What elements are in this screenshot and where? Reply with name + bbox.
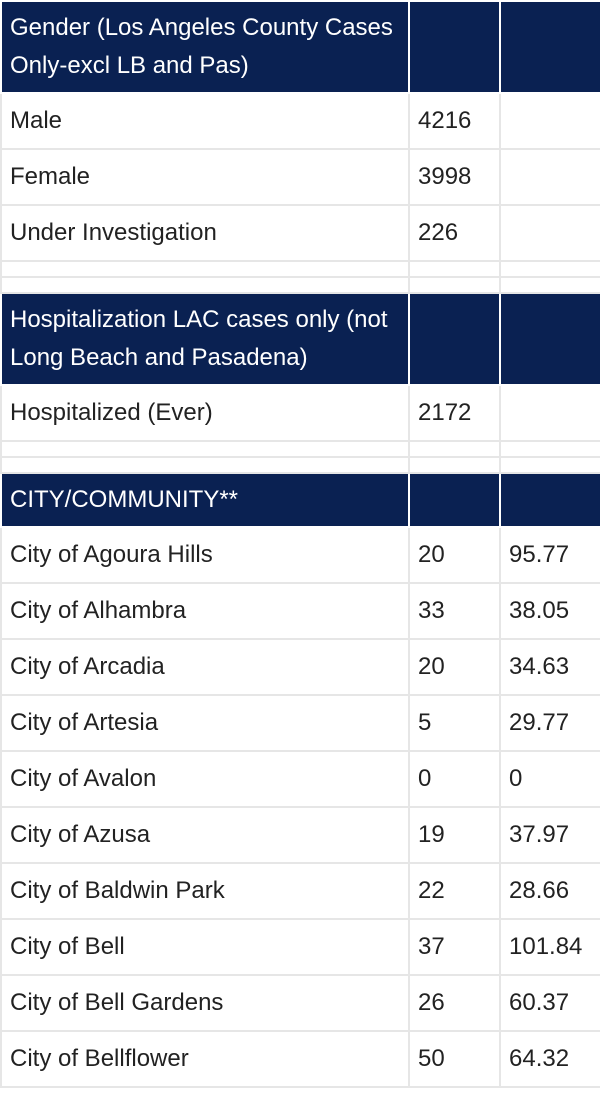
row-count: 20	[408, 526, 501, 584]
table-row: Female 3998	[0, 148, 600, 206]
table-row: City of Artesia 5 29.77	[0, 694, 600, 752]
header-empty-cell	[408, 292, 501, 386]
spacer-cell	[0, 260, 410, 278]
row-label: City of Artesia	[0, 694, 410, 752]
row-label: City of Alhambra	[0, 582, 410, 640]
header-empty-cell	[499, 0, 600, 94]
row-rate: 34.63	[499, 638, 600, 696]
row-rate	[499, 92, 600, 150]
section-title: Gender (Los Angeles County Cases Only-ex…	[0, 0, 410, 94]
row-rate: 37.97	[499, 806, 600, 864]
row-rate	[499, 384, 600, 442]
row-count: 33	[408, 582, 501, 640]
row-rate: 29.77	[499, 694, 600, 752]
spacer-cell	[408, 456, 501, 474]
table-row: City of Alhambra 33 38.05	[0, 582, 600, 640]
row-label: City of Bell	[0, 918, 410, 976]
section-header-hospitalization: Hospitalization LAC cases only (not Long…	[0, 292, 600, 386]
table-row: Hospitalized (Ever) 2172	[0, 384, 600, 442]
spacer-cell	[0, 456, 410, 474]
spacer-cell	[0, 440, 410, 458]
spacer-row	[0, 276, 600, 294]
row-label: Under Investigation	[0, 204, 410, 262]
row-count: 22	[408, 862, 501, 920]
row-count: 4216	[408, 92, 501, 150]
table-row: Male 4216	[0, 92, 600, 150]
row-label: City of Arcadia	[0, 638, 410, 696]
row-count: 19	[408, 806, 501, 864]
table-row: City of Avalon 0 0	[0, 750, 600, 808]
table-row: City of Arcadia 20 34.63	[0, 638, 600, 696]
row-rate: 60.37	[499, 974, 600, 1032]
row-count: 2172	[408, 384, 501, 442]
row-count: 3998	[408, 148, 501, 206]
table-row: City of Baldwin Park 22 28.66	[0, 862, 600, 920]
spacer-row	[0, 260, 600, 278]
section-header-gender: Gender (Los Angeles County Cases Only-ex…	[0, 0, 600, 94]
header-empty-cell	[408, 472, 501, 528]
row-label: City of Agoura Hills	[0, 526, 410, 584]
section-title: Hospitalization LAC cases only (not Long…	[0, 292, 410, 386]
spacer-cell	[0, 276, 410, 294]
row-count: 20	[408, 638, 501, 696]
spacer-row	[0, 440, 600, 458]
spacer-cell	[408, 440, 501, 458]
table-row: Under Investigation 226	[0, 204, 600, 262]
spacer-cell	[408, 260, 501, 278]
table-row: City of Azusa 19 37.97	[0, 806, 600, 864]
row-label: Female	[0, 148, 410, 206]
row-count: 50	[408, 1030, 501, 1088]
row-label: Male	[0, 92, 410, 150]
row-count: 226	[408, 204, 501, 262]
row-count: 26	[408, 974, 501, 1032]
row-label: City of Bell Gardens	[0, 974, 410, 1032]
row-rate	[499, 148, 600, 206]
row-rate: 95.77	[499, 526, 600, 584]
header-empty-cell	[408, 0, 501, 94]
row-count: 5	[408, 694, 501, 752]
table-row: City of Bellflower 50 64.32	[0, 1030, 600, 1088]
spacer-cell	[499, 260, 600, 278]
row-label: City of Bellflower	[0, 1030, 410, 1088]
row-rate	[499, 204, 600, 262]
row-rate: 101.84	[499, 918, 600, 976]
row-rate: 38.05	[499, 582, 600, 640]
row-rate: 0	[499, 750, 600, 808]
spacer-cell	[499, 276, 600, 294]
table-row: City of Bell 37 101.84	[0, 918, 600, 976]
table-row: City of Agoura Hills 20 95.77	[0, 526, 600, 584]
row-rate: 64.32	[499, 1030, 600, 1088]
row-count: 37	[408, 918, 501, 976]
table-row: City of Bell Gardens 26 60.37	[0, 974, 600, 1032]
spacer-row	[0, 456, 600, 474]
row-label: Hospitalized (Ever)	[0, 384, 410, 442]
header-empty-cell	[499, 472, 600, 528]
row-label: City of Baldwin Park	[0, 862, 410, 920]
row-count: 0	[408, 750, 501, 808]
row-rate: 28.66	[499, 862, 600, 920]
spacer-cell	[499, 456, 600, 474]
row-label: City of Avalon	[0, 750, 410, 808]
section-title: CITY/COMMUNITY**	[0, 472, 410, 528]
row-label: City of Azusa	[0, 806, 410, 864]
section-header-city-community: CITY/COMMUNITY**	[0, 472, 600, 528]
spacer-cell	[408, 276, 501, 294]
header-empty-cell	[499, 292, 600, 386]
spacer-cell	[499, 440, 600, 458]
